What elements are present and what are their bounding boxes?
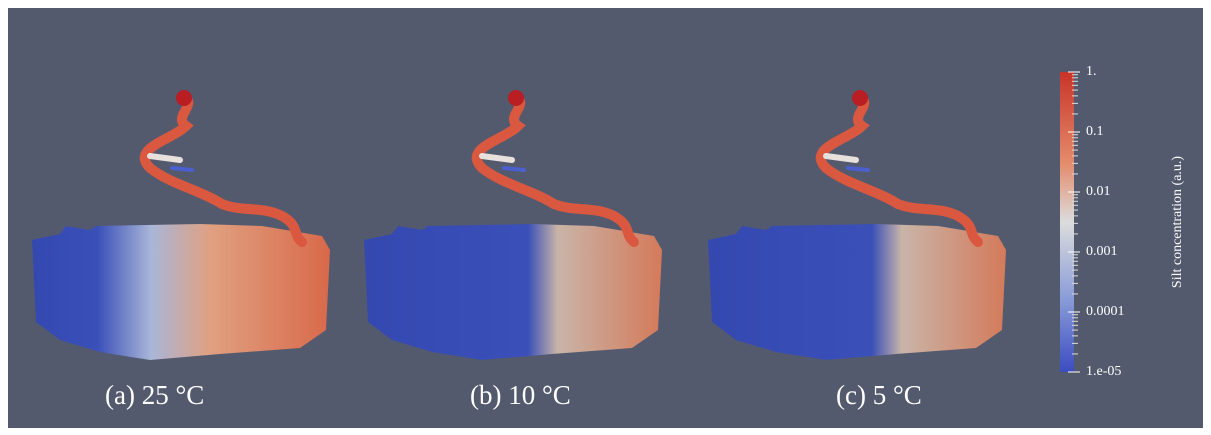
colorbar-tick-label: 0.001: [1086, 244, 1118, 259]
colorbar-tick-label: 1.: [1086, 64, 1097, 79]
viewport: [8, 8, 1203, 428]
colorbar-scale: [1060, 72, 1074, 372]
panel-label: (a) 25 °C: [105, 380, 204, 410]
colorbar-tick-label: 1.e-05: [1086, 364, 1121, 379]
panel-label: (c) 5 °C: [836, 380, 922, 410]
screenshot: (a) 25 °C (b) 10 °C (c) 5 °C 1. 0.1 0.01 0.…: [0, 0, 1211, 435]
colorbar-tick-label: 0.0001: [1086, 304, 1125, 319]
colorbar-tick-label: 0.1: [1086, 124, 1104, 139]
panel-label: (b) 10 °C: [470, 380, 571, 410]
colorbar-title: Silt concentration (a.u.): [1170, 156, 1185, 289]
colorbar-tick-label: 0.01: [1086, 184, 1111, 199]
